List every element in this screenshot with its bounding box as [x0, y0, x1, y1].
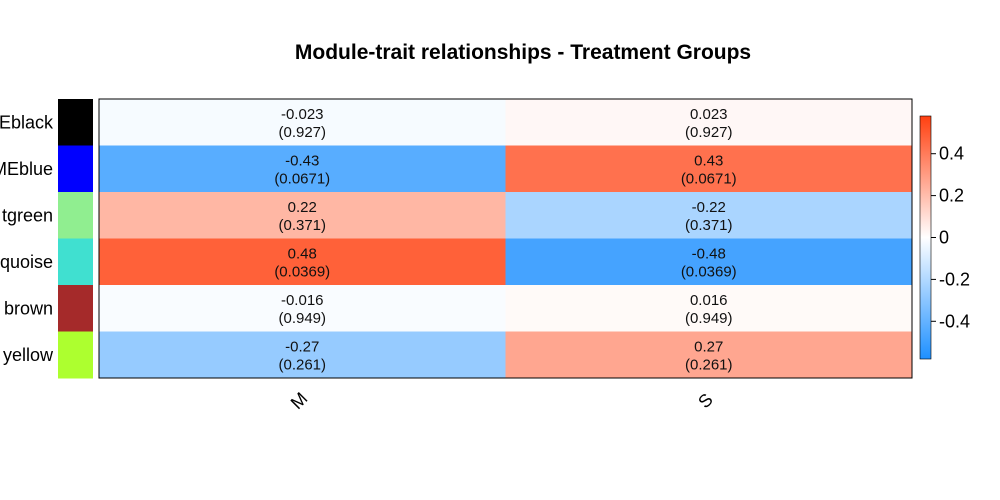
row-label: Eblack	[0, 112, 54, 132]
heatmap-cell	[505, 192, 913, 239]
heatmap-cell	[505, 99, 913, 146]
chart-title: Module-trait relationships - Treatment G…	[295, 41, 751, 64]
heatmap-cell	[505, 285, 913, 332]
cell-pvalue-label: (0.927)	[685, 124, 733, 141]
module-color-swatch	[58, 145, 93, 193]
cell-correlation-label: 0.43	[694, 153, 723, 170]
heatmap-cell	[99, 145, 506, 193]
row-label: brown	[4, 298, 53, 318]
module-color-swatch	[58, 238, 93, 286]
heatmap-cell	[99, 192, 506, 239]
color-scale-tick-label: 0	[939, 228, 949, 248]
heatmap-cell-labels: -0.023(0.927)0.023(0.927)-0.43(0.0671)0.…	[274, 106, 736, 374]
row-label: quoise	[0, 252, 53, 272]
cell-pvalue-label: (0.0369)	[681, 264, 737, 281]
module-color-swatch	[58, 285, 93, 332]
row-label: yellow	[3, 345, 54, 365]
cell-pvalue-label: (0.0671)	[274, 171, 330, 188]
cell-correlation-label: -0.22	[692, 199, 726, 216]
cell-pvalue-label: (0.949)	[278, 310, 326, 327]
module-color-swatch	[58, 192, 93, 239]
heatmap-border	[98, 98, 913, 379]
cell-pvalue-label: (0.261)	[685, 357, 733, 374]
color-scale-legend	[919, 115, 932, 360]
cell-pvalue-label: (0.927)	[278, 124, 326, 141]
module-color-swatch	[58, 331, 93, 379]
heatmap-cell	[99, 238, 506, 286]
cell-pvalue-label: (0.371)	[685, 217, 733, 234]
cell-pvalue-label: (0.0671)	[681, 171, 737, 188]
cell-correlation-label: -0.023	[281, 106, 324, 123]
cell-correlation-label: -0.016	[281, 292, 324, 309]
heatmap-cell	[505, 145, 913, 193]
column-label: S	[694, 389, 717, 412]
color-scale-tick-label: -0.2	[939, 269, 970, 289]
cell-correlation-label: 0.016	[690, 292, 728, 309]
cell-correlation-label: -0.48	[692, 246, 726, 263]
color-scale-bar	[919, 115, 932, 360]
cell-correlation-label: 0.27	[694, 339, 723, 356]
heatmap-cell	[505, 331, 913, 379]
cell-correlation-label: 0.22	[288, 199, 317, 216]
cell-correlation-label: 0.023	[690, 106, 728, 123]
module-color-swatches	[58, 99, 93, 379]
heatmap-cells	[99, 99, 913, 379]
cell-correlation-label: -0.43	[285, 153, 319, 170]
color-scale-tick-label: 0.4	[939, 144, 964, 164]
color-scale-ticks: 0.4 0.2 0 -0.2 -0.4	[931, 144, 970, 331]
color-scale-tick-label: 0.2	[939, 186, 964, 206]
module-color-swatch	[58, 99, 93, 146]
row-label: MEblue	[0, 159, 53, 179]
cell-pvalue-label: (0.371)	[278, 217, 326, 234]
cell-pvalue-label: (0.0369)	[274, 264, 330, 281]
cell-correlation-label: -0.27	[285, 339, 319, 356]
heatmap-cell	[99, 331, 506, 379]
heatmap-cell	[99, 285, 506, 332]
cell-pvalue-label: (0.949)	[685, 310, 733, 327]
column-label: M	[287, 388, 312, 413]
row-labels: Eblack MEblue tgreen quoise brown yellow	[0, 112, 54, 365]
cell-pvalue-label: (0.261)	[278, 357, 326, 374]
row-label: tgreen	[2, 205, 53, 225]
cell-correlation-label: 0.48	[288, 246, 317, 263]
heatmap-cell	[505, 238, 913, 286]
heatmap-cell	[99, 99, 506, 146]
color-scale-tick-label: -0.4	[939, 311, 970, 331]
